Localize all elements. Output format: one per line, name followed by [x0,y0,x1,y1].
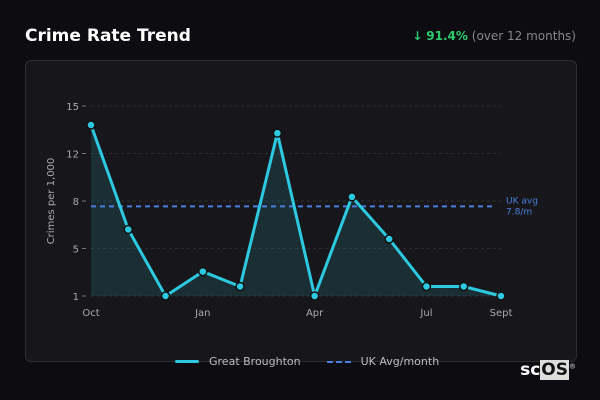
data-point [86,120,96,130]
legend: Great Broughton UK Avg/month [175,355,439,368]
change-indicator: ↓ 91.4% (over 12 months) [412,29,576,43]
page-title: Crime Rate Trend [25,26,191,46]
x-tick-label: Jul [419,308,432,319]
data-point [160,291,171,301]
legend-ref-label: UK Avg/month [360,355,440,368]
data-point [198,266,208,277]
uk-average-value: 7.8/m [506,207,532,217]
data-point [272,128,283,138]
x-tick-label: Sept [490,308,513,319]
x-tick-label: Oct [82,308,99,319]
y-tick-label: 8 [73,197,79,208]
data-point [235,281,245,292]
data-point [384,234,394,244]
data-point [347,192,357,202]
y-axis-label: Crimes per 1,000 [46,158,57,245]
y-tick-label: 12 [66,150,79,161]
data-point [496,291,506,301]
legend-dash-swatch [326,360,351,363]
logo: scOS® [520,360,576,380]
change-period: (over 12 months) [471,29,576,43]
y-tick-label: 5 [73,245,79,256]
legend-reference[interactable]: UK Avg/month [326,355,440,368]
change-percent: 91.4% [426,29,468,43]
y-tick-label: 1 [73,292,79,303]
legend-series[interactable]: Great Broughton [175,355,301,368]
data-point [458,281,469,292]
y-tick-label: 15 [66,102,79,113]
change-arrow-icon: ↓ [412,29,423,43]
data-point [421,281,432,292]
chart-card [25,60,577,362]
x-tick-label: Apr [306,308,324,319]
legend-series-label: Great Broughton [209,355,301,368]
series-line [89,124,502,298]
legend-line-swatch [175,360,199,363]
data-point [309,291,320,301]
data-point [123,224,134,235]
uk-average-label: UK avg [506,196,538,206]
x-tick-label: Jan [194,308,210,319]
